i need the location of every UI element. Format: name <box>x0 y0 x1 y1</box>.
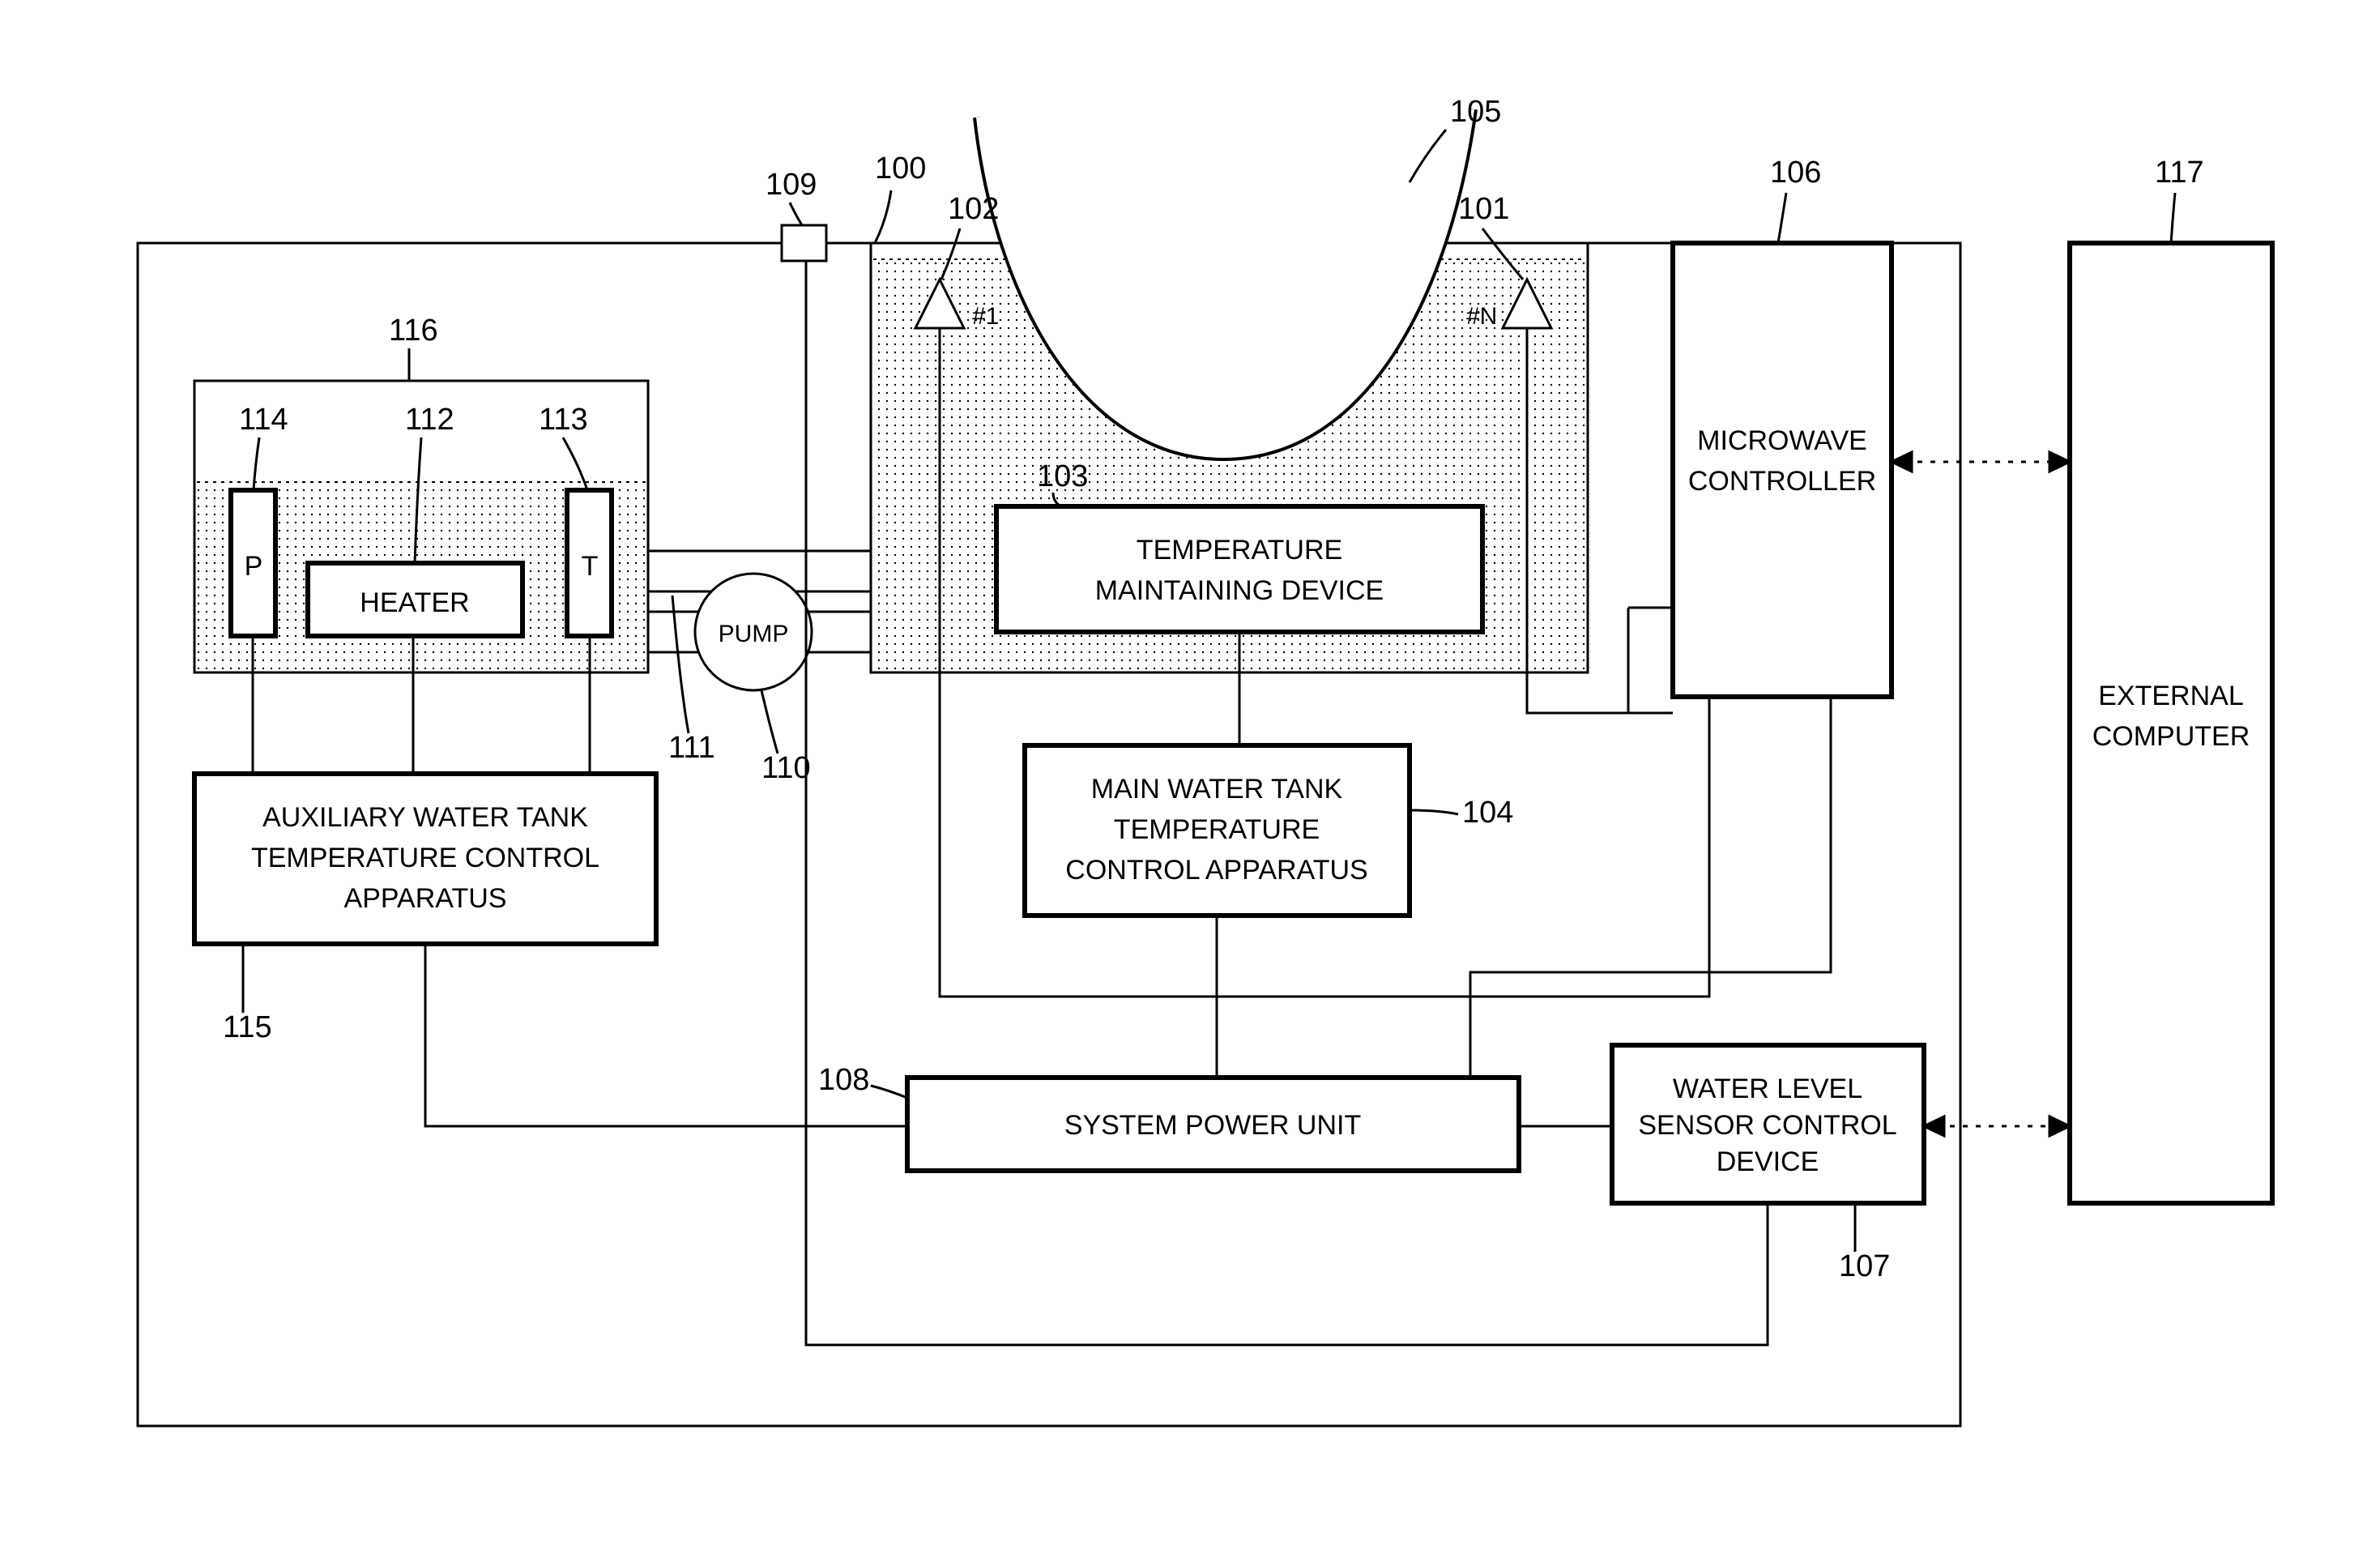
microwave-line2: CONTROLLER <box>1688 466 1876 497</box>
aux-ctrl-line3: APPARATUS <box>344 883 507 914</box>
ref-110: 110 <box>761 751 811 785</box>
ref-101: 101 <box>1458 192 1509 226</box>
ref-111: 111 <box>668 731 715 765</box>
ref-113: 113 <box>539 403 588 437</box>
main-ctrl-line2: TEMPERATURE <box>1114 814 1320 845</box>
main-ctrl-line3: CONTROL APPARATUS <box>1065 855 1367 886</box>
ref-114: 114 <box>239 403 288 437</box>
ref-103: 103 <box>1037 459 1088 493</box>
diagram-canvas: TEMPERATURE MAINTAINING DEVICE #1 #N P H… <box>0 0 2380 1541</box>
system-power-label: SYSTEM POWER UNIT <box>1064 1110 1361 1141</box>
temp-maintaining-device: TEMPERATURE MAINTAINING DEVICE <box>996 506 1482 632</box>
temp-maint-line2: MAINTAINING DEVICE <box>1095 575 1384 606</box>
heater: HEATER <box>308 563 522 636</box>
ext-comp-line1: EXTERNAL <box>2098 681 2244 711</box>
ref-108: 108 <box>818 1063 869 1097</box>
antenna-n-label: #N <box>1466 303 1497 330</box>
wlc-line2: SENSOR CONTROL <box>1638 1110 1896 1141</box>
microwave-line1: MICROWAVE <box>1697 425 1867 456</box>
microwave-controller: MICROWAVE CONTROLLER <box>1673 243 1892 697</box>
main-ctrl-line1: MAIN WATER TANK <box>1091 774 1343 805</box>
pump: PUMP <box>695 574 812 690</box>
p-sensor: P <box>231 490 275 636</box>
aux-ctrl-line1: AUXILIARY WATER TANK <box>262 802 588 833</box>
ref-107: 107 <box>1839 1249 1890 1283</box>
ref-116: 116 <box>389 314 438 348</box>
t-sensor: T <box>567 490 612 636</box>
main-ctrl-apparatus: MAIN WATER TANK TEMPERATURE CONTROL APPA… <box>1025 745 1410 916</box>
wlc-line1: WATER LEVEL <box>1673 1074 1862 1104</box>
sensor-109 <box>782 225 826 261</box>
ext-comp-line2: COMPUTER <box>2092 721 2250 752</box>
pump-label: PUMP <box>719 621 789 647</box>
external-computer: EXTERNAL COMPUTER <box>2070 243 2272 1203</box>
ref-105: 105 <box>1450 95 1501 129</box>
wlc-line3: DEVICE <box>1717 1146 1819 1177</box>
ref-117: 117 <box>2155 156 2204 190</box>
aux-ctrl-apparatus: AUXILIARY WATER TANK TEMPERATURE CONTROL… <box>194 774 656 944</box>
heater-label: HEATER <box>360 587 469 618</box>
ref-112: 112 <box>405 403 454 437</box>
ref-104: 104 <box>1462 796 1513 830</box>
ref-109: 109 <box>766 168 817 202</box>
p-sensor-label: P <box>245 551 263 582</box>
system-power-unit: SYSTEM POWER UNIT <box>907 1078 1519 1171</box>
ref-100: 100 <box>875 152 926 186</box>
ref-115: 115 <box>223 1010 272 1044</box>
t-sensor-label: T <box>582 551 599 582</box>
ref-102: 102 <box>948 192 999 226</box>
ref-106: 106 <box>1770 156 1821 190</box>
antenna-1-label: #1 <box>972 303 999 330</box>
aux-ctrl-line2: TEMPERATURE CONTROL <box>251 843 599 873</box>
temp-maint-line1: TEMPERATURE <box>1137 535 1342 566</box>
water-level-ctrl: WATER LEVEL SENSOR CONTROL DEVICE <box>1612 1045 1924 1203</box>
